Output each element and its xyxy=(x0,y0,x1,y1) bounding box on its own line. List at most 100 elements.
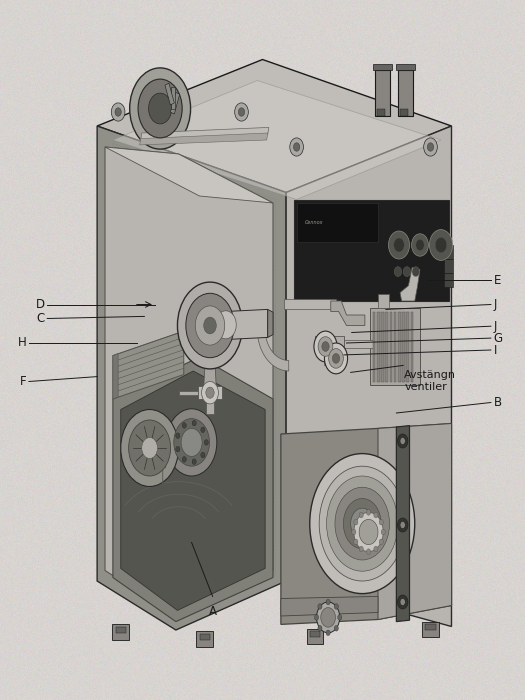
Circle shape xyxy=(338,615,342,620)
Circle shape xyxy=(174,419,209,466)
Circle shape xyxy=(318,626,322,631)
Text: D: D xyxy=(36,298,45,311)
Polygon shape xyxy=(140,133,268,145)
Circle shape xyxy=(379,539,383,545)
Polygon shape xyxy=(324,346,332,365)
Circle shape xyxy=(238,108,245,116)
Circle shape xyxy=(129,420,171,476)
Circle shape xyxy=(397,434,408,448)
Polygon shape xyxy=(370,308,420,385)
Circle shape xyxy=(215,311,236,339)
Circle shape xyxy=(293,143,300,151)
Bar xyxy=(422,622,439,637)
Circle shape xyxy=(204,440,208,445)
Polygon shape xyxy=(315,336,344,346)
Polygon shape xyxy=(97,126,286,630)
Circle shape xyxy=(359,519,378,545)
Bar xyxy=(171,88,175,108)
Circle shape xyxy=(318,603,322,609)
Circle shape xyxy=(182,456,186,462)
Circle shape xyxy=(314,615,319,620)
Circle shape xyxy=(374,546,378,552)
Circle shape xyxy=(334,603,339,609)
Bar xyxy=(196,631,213,647)
Polygon shape xyxy=(297,203,378,242)
Bar xyxy=(398,312,401,382)
Circle shape xyxy=(324,343,348,374)
Polygon shape xyxy=(257,329,289,371)
Circle shape xyxy=(206,387,214,398)
Polygon shape xyxy=(198,386,222,399)
Text: F: F xyxy=(19,375,26,388)
Bar xyxy=(396,64,415,70)
Bar xyxy=(385,312,388,382)
Circle shape xyxy=(290,138,303,156)
Circle shape xyxy=(130,68,191,149)
Polygon shape xyxy=(226,309,268,339)
Circle shape xyxy=(400,522,405,528)
Circle shape xyxy=(354,539,358,545)
Polygon shape xyxy=(378,294,388,308)
Circle shape xyxy=(317,602,340,633)
Circle shape xyxy=(435,237,447,253)
Polygon shape xyxy=(121,371,265,610)
Circle shape xyxy=(397,595,408,609)
Polygon shape xyxy=(281,424,452,624)
Circle shape xyxy=(424,138,437,156)
Text: A: A xyxy=(208,605,217,618)
Polygon shape xyxy=(206,399,214,414)
Circle shape xyxy=(111,103,125,121)
Circle shape xyxy=(186,293,234,358)
Bar xyxy=(112,624,129,640)
Text: Cennox: Cennox xyxy=(304,220,323,225)
Polygon shape xyxy=(113,354,118,399)
Circle shape xyxy=(394,238,404,252)
Circle shape xyxy=(326,630,330,636)
Circle shape xyxy=(321,608,335,627)
Circle shape xyxy=(195,306,225,345)
Polygon shape xyxy=(378,424,452,620)
Circle shape xyxy=(319,466,405,581)
Circle shape xyxy=(327,476,398,571)
Bar xyxy=(373,312,375,382)
Circle shape xyxy=(204,317,216,334)
Polygon shape xyxy=(210,287,220,308)
Polygon shape xyxy=(284,299,336,309)
Circle shape xyxy=(335,487,390,560)
Circle shape xyxy=(176,433,180,438)
Circle shape xyxy=(176,447,180,452)
Circle shape xyxy=(115,108,121,116)
Polygon shape xyxy=(344,340,373,348)
Circle shape xyxy=(322,342,329,351)
Circle shape xyxy=(334,626,339,631)
Bar xyxy=(444,259,453,273)
Circle shape xyxy=(314,331,337,362)
Text: B: B xyxy=(494,396,501,409)
Circle shape xyxy=(138,79,182,138)
Circle shape xyxy=(332,354,340,363)
Circle shape xyxy=(374,512,378,518)
Polygon shape xyxy=(97,60,452,192)
Bar xyxy=(373,64,392,70)
Bar xyxy=(400,108,408,116)
Circle shape xyxy=(429,230,453,260)
Circle shape xyxy=(318,337,333,356)
Bar xyxy=(394,312,396,382)
Circle shape xyxy=(202,382,218,404)
Circle shape xyxy=(201,427,205,433)
Bar xyxy=(377,108,385,116)
Circle shape xyxy=(343,498,381,549)
Circle shape xyxy=(177,282,243,369)
Text: E: E xyxy=(494,274,501,286)
Bar xyxy=(444,273,453,287)
Bar xyxy=(200,634,210,640)
Circle shape xyxy=(192,459,196,465)
Bar xyxy=(170,92,180,114)
Text: C: C xyxy=(36,312,45,325)
Bar xyxy=(390,312,392,382)
Circle shape xyxy=(121,410,178,486)
Polygon shape xyxy=(141,127,269,140)
Bar xyxy=(411,312,413,382)
Circle shape xyxy=(388,231,410,259)
Circle shape xyxy=(400,598,405,606)
